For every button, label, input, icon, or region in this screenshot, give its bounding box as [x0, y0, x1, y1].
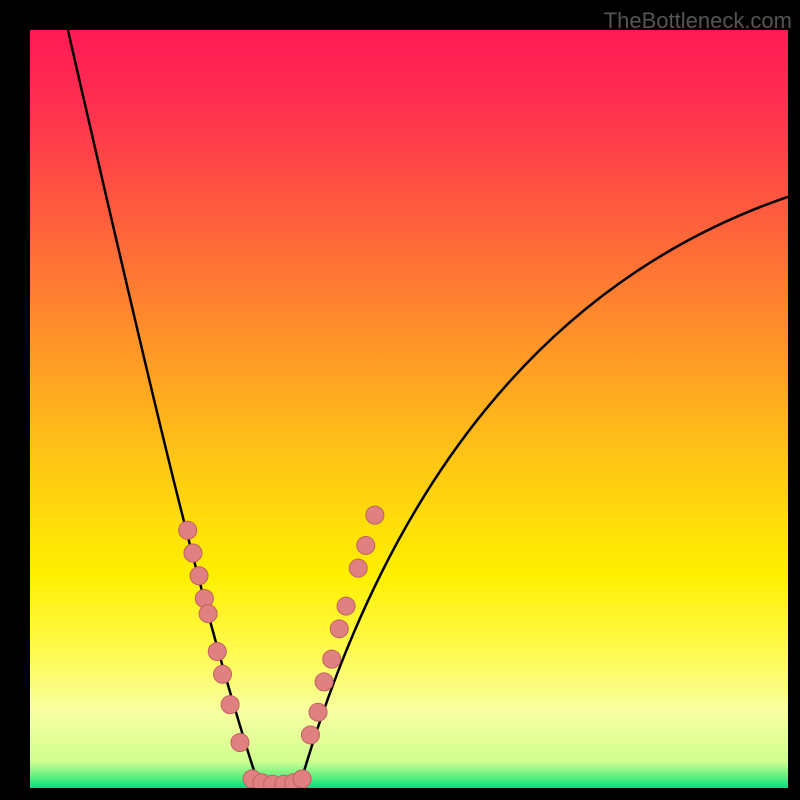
gradient-background — [30, 30, 788, 788]
marker-right — [315, 673, 333, 691]
marker-right — [301, 726, 319, 744]
marker-bottom — [293, 770, 311, 788]
marker-right — [366, 506, 384, 524]
marker-left — [208, 643, 226, 661]
plot-area — [30, 30, 788, 788]
marker-left — [199, 605, 217, 623]
watermark-text: TheBottleneck.com — [604, 8, 792, 34]
marker-right — [323, 650, 341, 668]
marker-right — [309, 703, 327, 721]
marker-left — [190, 567, 208, 585]
marker-right — [330, 620, 348, 638]
chart-svg — [30, 30, 788, 788]
marker-right — [337, 597, 355, 615]
marker-left — [184, 544, 202, 562]
marker-right — [357, 536, 375, 554]
chart-container: TheBottleneck.com — [0, 0, 800, 800]
marker-right — [349, 559, 367, 577]
marker-left — [221, 696, 239, 714]
marker-left — [179, 521, 197, 539]
marker-left — [214, 665, 232, 683]
marker-left — [231, 734, 249, 752]
